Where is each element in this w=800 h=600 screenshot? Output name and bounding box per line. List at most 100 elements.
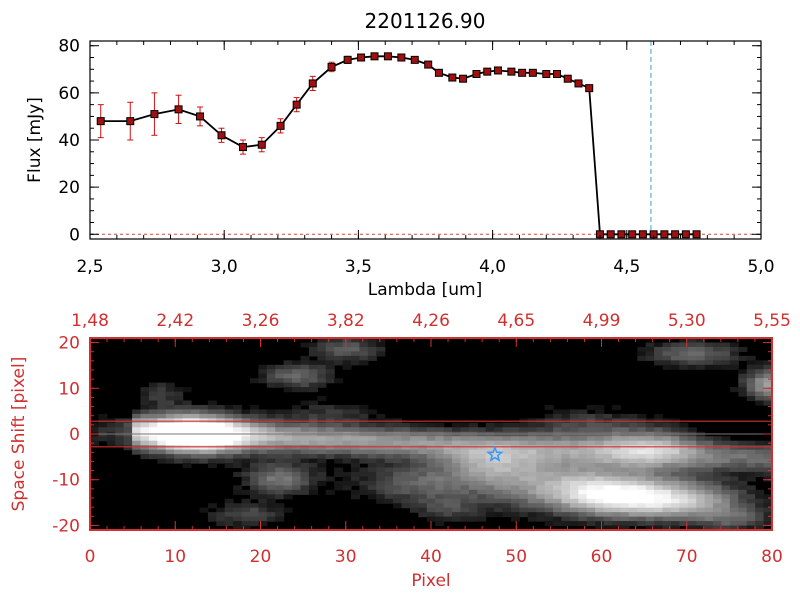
image-pixel: [755, 440, 765, 446]
image-pixel: [704, 480, 714, 486]
image-pixel: [637, 480, 647, 486]
image-pixel: [696, 342, 706, 348]
image-pixel: [637, 427, 647, 433]
image-pixel: [578, 494, 588, 500]
image-pixel: [275, 369, 285, 375]
image-pixel: [721, 512, 731, 518]
image-pixel: [325, 369, 335, 375]
image-pixel: [746, 454, 756, 460]
image-pixel: [241, 409, 251, 415]
image-pixel: [452, 427, 462, 433]
image-pixel: [409, 476, 419, 482]
image-pixel: [460, 485, 470, 491]
image-pixel: [536, 489, 546, 495]
image-pixel: [334, 404, 344, 411]
image-pixel: [308, 449, 318, 455]
image-pixel: [266, 373, 276, 379]
image-pixel: [519, 467, 529, 473]
image-pixel: [729, 454, 739, 460]
image-pixel: [738, 489, 748, 495]
image-pixel: [123, 440, 133, 446]
image-pixel: [578, 454, 588, 460]
image-pixel: [527, 454, 537, 460]
image-pixel: [443, 512, 453, 518]
image-pixel: [140, 396, 150, 402]
image-pixel: [342, 360, 352, 366]
image-pixel: [645, 351, 655, 357]
image-pixel: [628, 436, 638, 442]
image-pixel: [729, 346, 739, 352]
image-pixel: [510, 498, 521, 504]
image-pixel: [165, 427, 175, 433]
image-pixel: [494, 480, 504, 486]
image-pixel: [258, 413, 268, 419]
image-pixel: [418, 503, 428, 509]
image-pixel: [654, 521, 664, 527]
image-pixel: [174, 413, 184, 419]
image-pixel: [300, 373, 310, 379]
image-pixel: [199, 458, 209, 464]
image-pixel: [351, 445, 361, 451]
image-pixel: [367, 467, 377, 473]
image-pixel: [376, 498, 386, 504]
image-pixel: [300, 360, 310, 366]
image-pixel: [283, 480, 293, 486]
image-pixel: [241, 413, 251, 419]
image-pixel: [258, 494, 268, 500]
image-pixel: [553, 494, 563, 500]
image-pixel: [662, 449, 672, 455]
image-pixel: [249, 427, 259, 433]
image-pixel: [519, 489, 529, 495]
image-pixel: [401, 498, 411, 504]
image-pixel: [157, 458, 167, 464]
image-pixel: [258, 516, 268, 522]
image-pixel: [283, 485, 293, 491]
image-pixel: [334, 436, 344, 442]
image-pixel: [241, 454, 251, 460]
image-pixel: [612, 525, 622, 531]
image-pixel: [106, 436, 116, 442]
image-pixel: [687, 489, 697, 495]
image-pixel: [569, 498, 579, 504]
image-pixel: [317, 355, 327, 361]
image-pixel: [721, 458, 731, 464]
image-pixel: [300, 489, 310, 495]
image-pixel: [409, 427, 419, 433]
image-pixel: [384, 440, 394, 446]
image-pixel: [502, 494, 512, 500]
image-pixel: [713, 512, 723, 518]
image-pixel: [468, 485, 478, 491]
image-pixel: [687, 440, 697, 446]
image-pixel: [536, 467, 546, 473]
image-pixel: [679, 485, 689, 491]
data-point: [542, 70, 551, 78]
image-pixel: [115, 436, 125, 442]
image-pixel: [325, 360, 335, 366]
top-plot-frame: [89, 40, 762, 240]
image-pixel: [207, 458, 217, 464]
image-pixel: [148, 436, 158, 442]
image-pixel: [696, 360, 706, 366]
image-pixel: [275, 378, 285, 384]
image-pixel: [249, 440, 259, 446]
image-pixel: [384, 445, 394, 451]
image-pixel: [586, 516, 596, 522]
image-pixel: [485, 476, 495, 482]
image-pixel: [308, 427, 318, 433]
image-pixel: [308, 467, 318, 473]
image-pixel: [670, 449, 680, 455]
image-pixel: [216, 454, 226, 460]
image-pixel: [165, 400, 175, 406]
image-pixel: [763, 476, 773, 482]
data-point: [126, 117, 135, 126]
image-pixel: [679, 476, 689, 482]
image-pixel: [595, 440, 605, 446]
image-pixel: [519, 476, 529, 482]
image-pixel: [300, 467, 310, 473]
image-pixel: [308, 436, 318, 442]
image-pixel: [679, 521, 689, 527]
image-pixel: [359, 422, 369, 428]
image-pixel: [746, 445, 756, 451]
image-pixel: [536, 471, 546, 478]
image-pixel: [249, 436, 259, 442]
